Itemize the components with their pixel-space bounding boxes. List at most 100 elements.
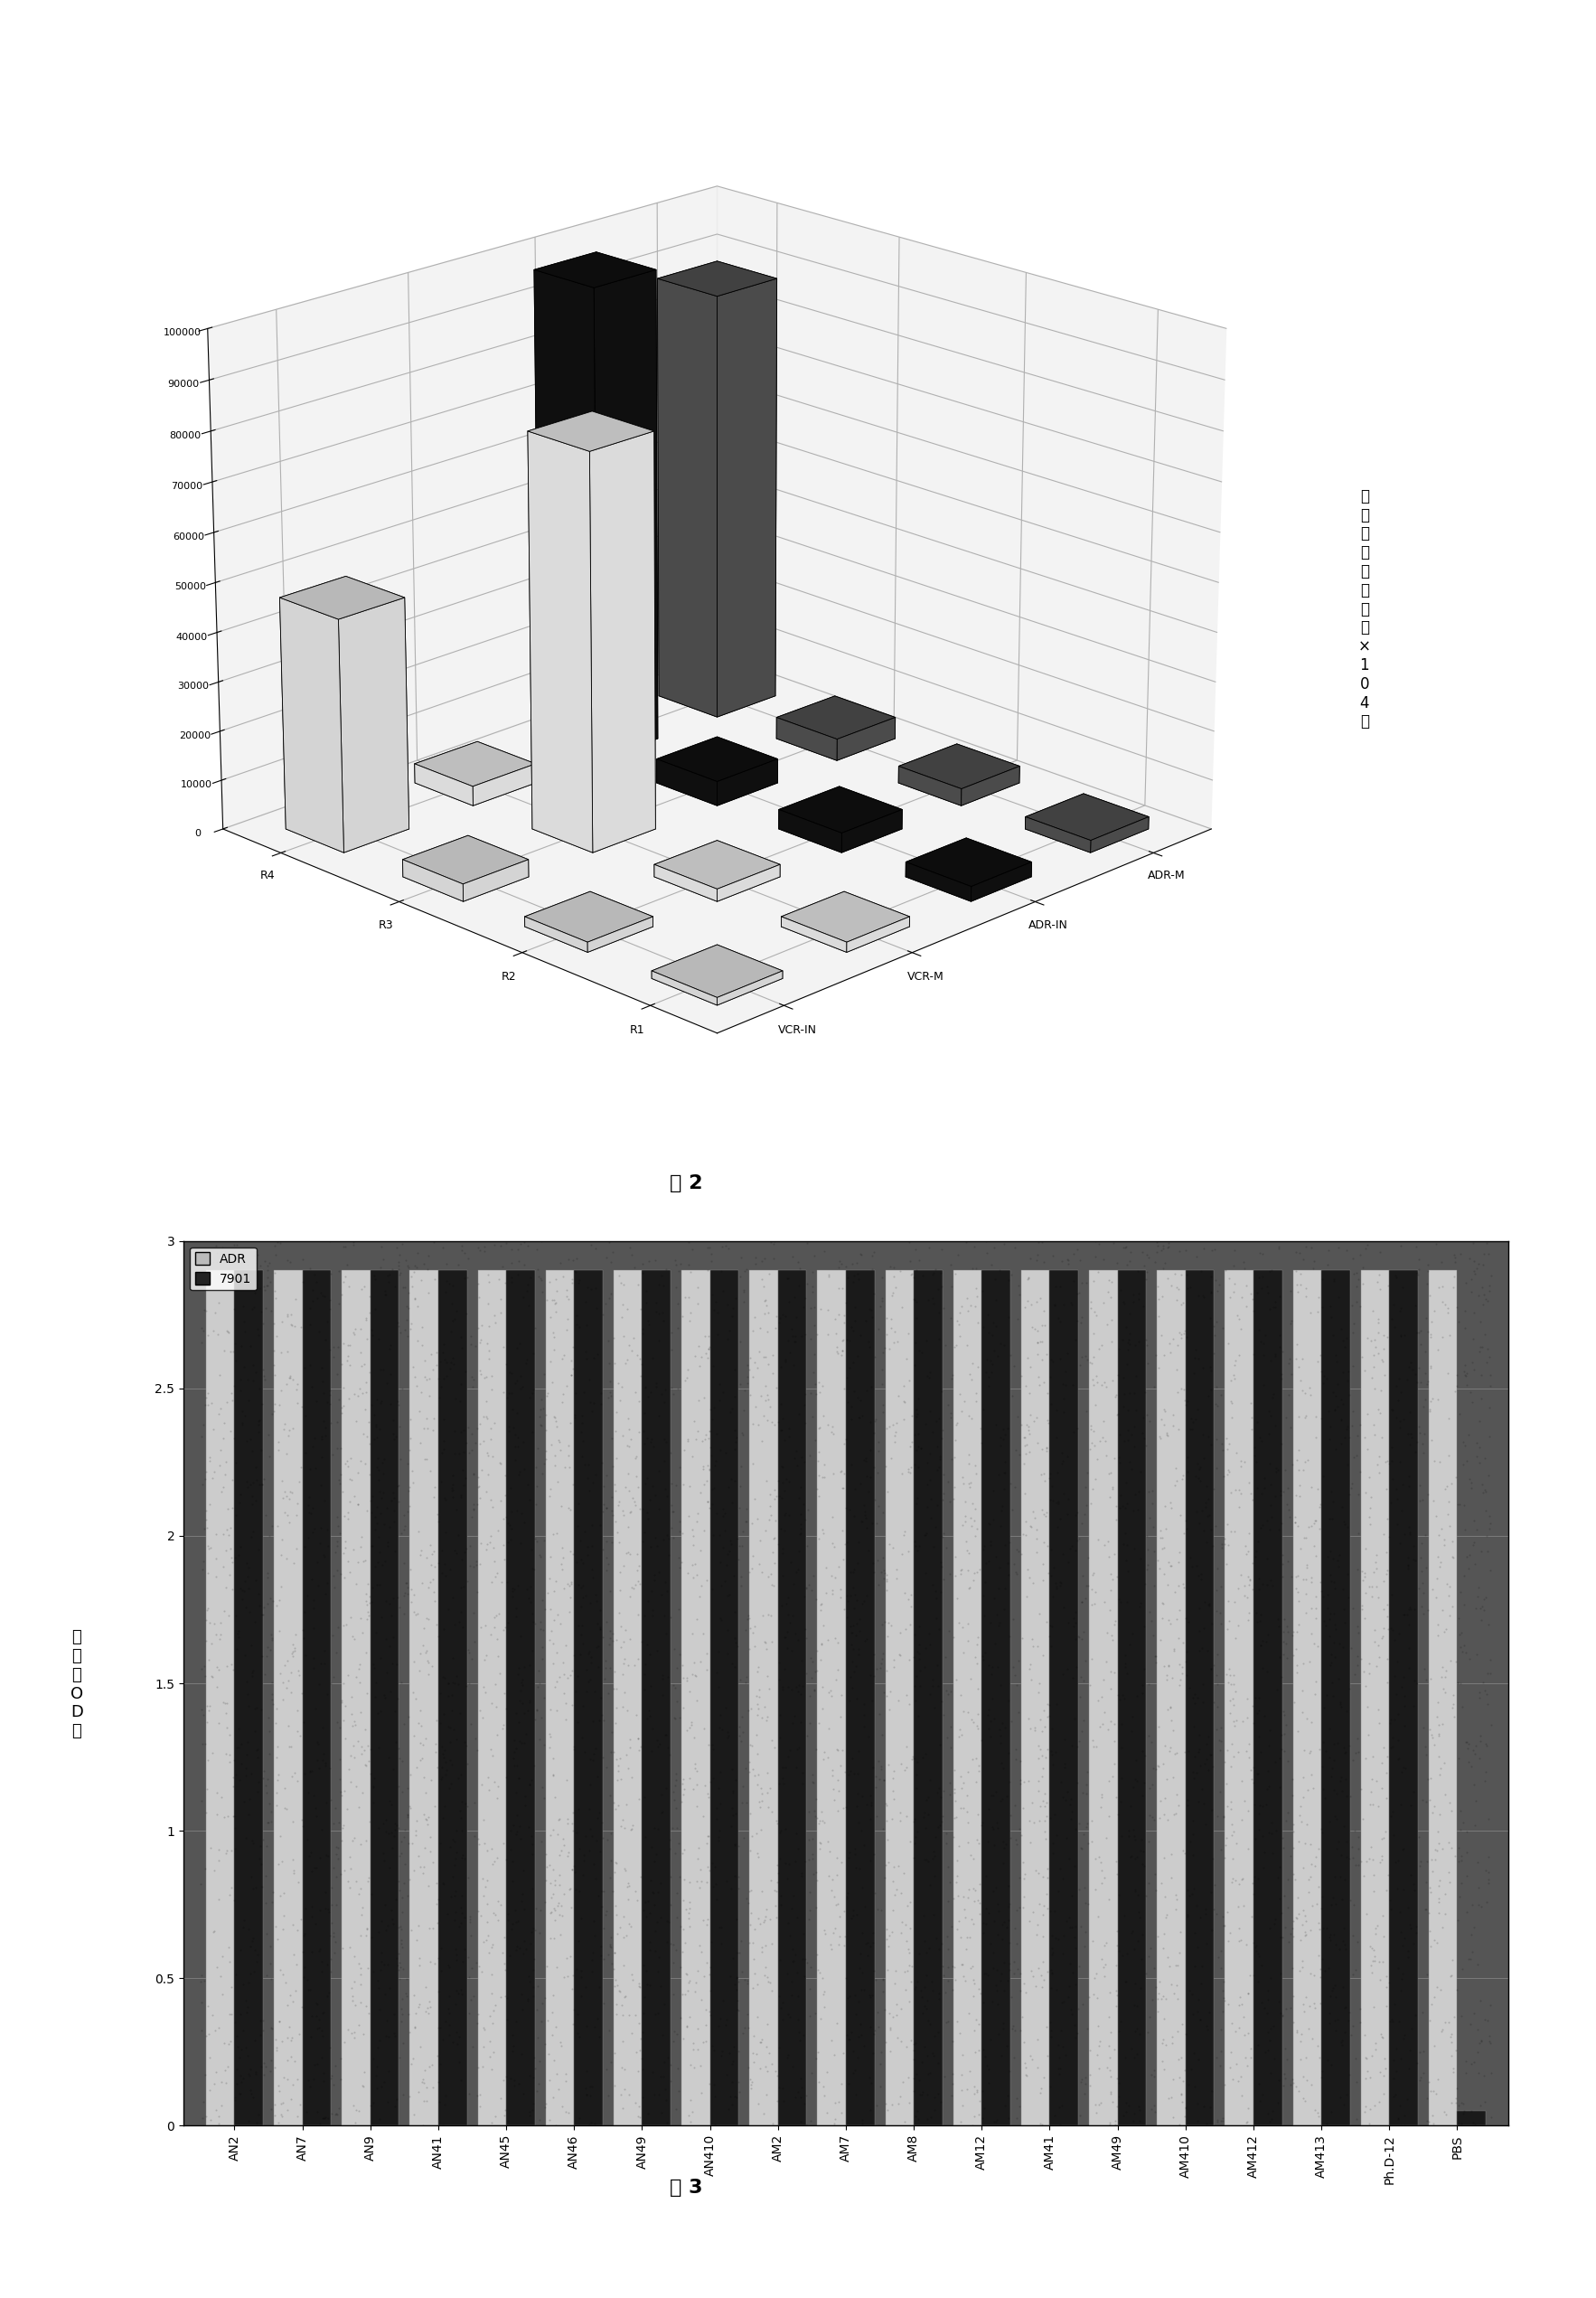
Point <box>388 1926 413 1962</box>
Point <box>222 1882 247 1919</box>
Point <box>1170 2064 1195 2100</box>
Point <box>1475 1344 1500 1381</box>
Point <box>1226 2064 1251 2100</box>
Point <box>1374 1873 1400 1910</box>
Point <box>1438 1958 1464 1995</box>
Point <box>753 1381 779 1418</box>
Point <box>1462 1995 1487 2031</box>
Point <box>581 1903 606 1940</box>
Point <box>1414 1661 1440 1698</box>
Point <box>903 2057 929 2093</box>
Point <box>539 1811 565 1848</box>
Point <box>1411 1388 1436 1425</box>
Point <box>584 1629 610 1666</box>
Point <box>314 1383 340 1420</box>
Point <box>1168 1370 1194 1406</box>
Point <box>1422 1788 1448 1825</box>
Point <box>509 1875 535 1912</box>
Point <box>1098 2059 1124 2096</box>
Point <box>1377 1965 1403 2002</box>
Point <box>544 1273 570 1310</box>
Point <box>314 1565 340 1602</box>
Point <box>1076 1825 1101 1861</box>
Point <box>1454 1537 1479 1574</box>
Point <box>1053 1354 1079 1390</box>
Point <box>1183 2068 1208 2105</box>
Point <box>705 1668 731 1705</box>
Point <box>884 1404 910 1441</box>
Point <box>790 1668 816 1705</box>
Point <box>843 1648 868 1684</box>
Point <box>985 1985 1010 2022</box>
Point <box>854 1620 879 1657</box>
Point <box>1321 1264 1347 1301</box>
Point <box>812 1549 838 1586</box>
Point <box>520 1976 546 2013</box>
Point <box>809 1367 835 1404</box>
Point <box>1448 1615 1473 1652</box>
Point <box>1058 1944 1084 1981</box>
Bar <box>1457 2112 1486 2126</box>
Point <box>1235 1976 1261 2013</box>
Point <box>894 1728 919 1765</box>
Point <box>428 1825 453 1861</box>
Point <box>1221 1703 1246 1740</box>
Point <box>455 1259 480 1296</box>
Point <box>1208 1567 1234 1604</box>
Point <box>1082 1427 1108 1464</box>
Point <box>504 1491 530 1528</box>
Point <box>1136 1997 1162 2034</box>
Point <box>429 1735 455 1772</box>
Point <box>389 1370 415 1406</box>
Point <box>1111 1937 1136 1974</box>
Point <box>278 1296 303 1333</box>
Point <box>385 1730 410 1767</box>
Point <box>691 1710 717 1746</box>
Point <box>1116 2087 1141 2123</box>
Point <box>482 1599 508 1636</box>
Point <box>648 1864 674 1900</box>
Point <box>369 1496 394 1533</box>
Point <box>1101 1655 1127 1691</box>
Point <box>251 2057 276 2093</box>
Point <box>637 1967 662 2004</box>
Point <box>1329 1321 1355 1358</box>
Point <box>214 1710 239 1746</box>
Point <box>1262 1455 1288 1491</box>
Point <box>1317 1556 1342 1593</box>
Point <box>1357 1645 1382 1682</box>
Point <box>1264 1859 1290 1896</box>
Point <box>1068 1678 1093 1714</box>
Point <box>926 2075 951 2112</box>
Point <box>1157 1335 1183 1372</box>
Point <box>1401 1687 1427 1724</box>
Point <box>1299 1615 1325 1652</box>
Point <box>1234 2048 1259 2084</box>
Point <box>329 1682 354 1719</box>
Point <box>779 1632 804 1668</box>
Point <box>358 2087 383 2123</box>
Point <box>915 1990 940 2027</box>
Point <box>1366 1691 1392 1728</box>
Point <box>1425 1868 1451 1905</box>
Bar <box>302 1271 330 2126</box>
Point <box>891 1854 916 1891</box>
Point <box>565 1997 591 2034</box>
Point <box>983 1537 1009 1574</box>
Point <box>1173 2015 1199 2052</box>
Point <box>1283 1266 1309 1303</box>
Point <box>991 1526 1017 1563</box>
Point <box>688 2048 713 2084</box>
Point <box>983 1774 1009 1811</box>
Point <box>300 1427 326 1464</box>
Point <box>745 1756 771 1792</box>
Point <box>749 2025 774 2061</box>
Point <box>389 1894 415 1930</box>
Point <box>482 1985 508 2022</box>
Point <box>321 1914 346 1951</box>
Point <box>696 1229 721 1266</box>
Point <box>1302 1599 1328 1636</box>
Point <box>365 1452 391 1489</box>
Point <box>563 1255 589 1291</box>
Point <box>439 1675 464 1712</box>
